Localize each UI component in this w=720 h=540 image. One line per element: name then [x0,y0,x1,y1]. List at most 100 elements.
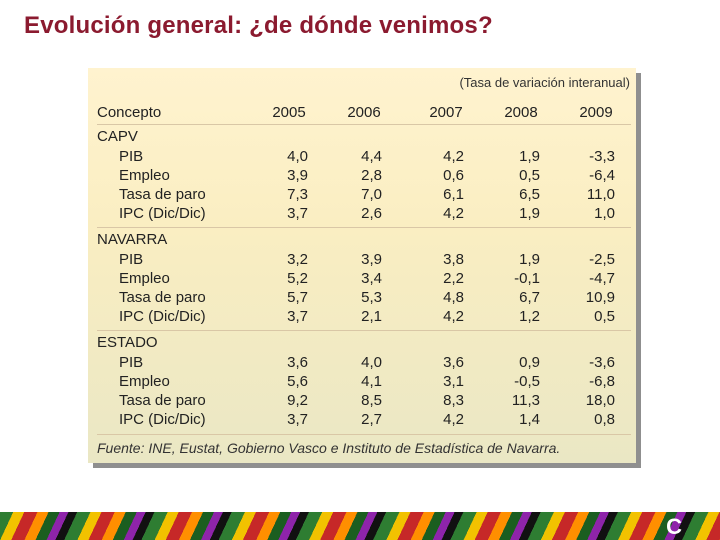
cell-2009: -6,8 [589,373,615,390]
cell-2005: 3,7 [287,308,308,325]
group-label: CAPV [97,128,138,145]
cell-2008: 1,2 [519,308,540,325]
group-divider [97,330,631,331]
cell-2006: 2,6 [361,205,382,222]
logo-icon: C [666,514,682,539]
cell-2007: 4,8 [443,289,464,306]
row-label: Empleo [119,373,170,390]
row-label: IPC (Dic/Dic) [119,308,206,325]
cell-2007: 8,3 [443,392,464,409]
column-header-2008: 2008 [504,104,538,121]
cell-2007: 0,6 [443,167,464,184]
cell-2005: 9,2 [287,392,308,409]
slide-title: Evolución general: ¿de dónde venimos? [24,12,493,39]
row-label: PIB [119,354,144,371]
row-label: PIB [119,148,144,165]
cell-2006: 4,0 [361,354,382,371]
source-footnote: Fuente: INE, Eustat, Gobierno Vasco e In… [97,440,561,456]
cell-2007: 3,8 [443,251,464,268]
cell-2009: -4,7 [589,270,615,287]
column-header-concept: Concepto [97,104,162,121]
cell-2008: 1,4 [519,411,540,428]
cell-2009: 11,0 [586,186,615,203]
column-header-2007: 2007 [429,104,463,121]
data-table-panel: (Tasa de variación interanual) Concepto … [88,68,636,463]
cell-2006: 4,4 [361,148,382,165]
cell-2006: 8,5 [361,392,382,409]
row-label: Tasa de paro [119,186,206,203]
table-row: PIB 4,0 4,4 4,2 1,9 -3,3 [88,148,636,168]
cell-2006: 2,8 [361,167,382,184]
table-row: PIB 3,6 4,0 3,6 0,9 -3,6 [88,354,636,374]
cell-2005: 3,7 [287,205,308,222]
cell-2005: 3,7 [287,411,308,428]
row-label: Tasa de paro [119,289,206,306]
cell-2009: -2,5 [589,251,615,268]
cell-2008: 1,9 [519,205,540,222]
cell-2009: -3,6 [589,354,615,371]
row-label: IPC (Dic/Dic) [119,411,206,428]
decorative-ribbon [0,512,720,540]
cell-2005: 3,2 [287,251,308,268]
cell-2009: -3,3 [589,148,615,165]
cell-2008: 1,9 [519,251,540,268]
cell-2005: 4,0 [287,148,308,165]
cell-2005: 3,9 [287,167,308,184]
cell-2009: 0,5 [594,308,615,325]
cell-2009: 0,8 [594,411,615,428]
cell-2009: -6,4 [589,167,615,184]
cell-2008: 6,5 [519,186,540,203]
row-label: Empleo [119,270,170,287]
cell-2008: 1,9 [519,148,540,165]
cell-2006: 5,3 [361,289,382,306]
group-label: ESTADO [97,334,158,351]
footer-divider [97,434,631,435]
cell-2006: 2,1 [361,308,382,325]
cell-2007: 4,2 [443,411,464,428]
header-divider [97,124,631,125]
cell-2008: -0,1 [514,270,540,287]
cell-2007: 4,2 [443,205,464,222]
table-row: Tasa de paro 5,7 5,3 4,8 6,7 10,9 [88,289,636,309]
row-label: IPC (Dic/Dic) [119,205,206,222]
cell-2006: 3,9 [361,251,382,268]
group-divider [97,227,631,228]
row-label: Tasa de paro [119,392,206,409]
cell-2006: 3,4 [361,270,382,287]
table-row: Empleo 5,2 3,4 2,2 -0,1 -4,7 [88,270,636,290]
column-header-2006: 2006 [347,104,381,121]
cell-2008: 0,5 [519,167,540,184]
cell-2007: 4,2 [443,308,464,325]
cell-2008: 11,3 [511,392,540,409]
cell-2006: 4,1 [361,373,382,390]
table-row: Empleo 3,9 2,8 0,6 0,5 -6,4 [88,167,636,187]
cell-2007: 6,1 [443,186,464,203]
row-label: Empleo [119,167,170,184]
cell-2005: 7,3 [287,186,308,203]
group-label: NAVARRA [97,231,168,248]
cell-2008: 6,7 [519,289,540,306]
cell-2009: 18,0 [585,392,615,409]
cell-2008: -0,5 [514,373,540,390]
cell-2007: 3,6 [443,354,464,371]
cell-2009: 1,0 [594,205,615,222]
cell-2005: 3,6 [287,354,308,371]
column-header-2005: 2005 [272,104,306,121]
column-header-2009: 2009 [579,104,613,121]
table-row: Empleo 5,6 4,1 3,1 -0,5 -6,8 [88,373,636,393]
cell-2005: 5,2 [287,270,308,287]
table-row: IPC (Dic/Dic) 3,7 2,1 4,2 1,2 0,5 [88,308,636,328]
table-row: Tasa de paro 9,2 8,5 8,3 11,3 18,0 [88,392,636,412]
cell-2005: 5,6 [287,373,308,390]
cell-2007: 2,2 [443,270,464,287]
table-subtitle: (Tasa de variación interanual) [459,75,630,90]
table-row: IPC (Dic/Dic) 3,7 2,7 4,2 1,4 0,8 [88,411,636,431]
table-row: PIB 3,2 3,9 3,8 1,9 -2,5 [88,251,636,271]
cell-2006: 7,0 [361,186,382,203]
cell-2008: 0,9 [519,354,540,371]
cell-2007: 4,2 [443,148,464,165]
cell-2007: 3,1 [443,373,464,390]
table-row: Tasa de paro 7,3 7,0 6,1 6,5 11,0 [88,186,636,206]
cell-2009: 10,9 [585,289,615,306]
cell-2006: 2,7 [361,411,382,428]
